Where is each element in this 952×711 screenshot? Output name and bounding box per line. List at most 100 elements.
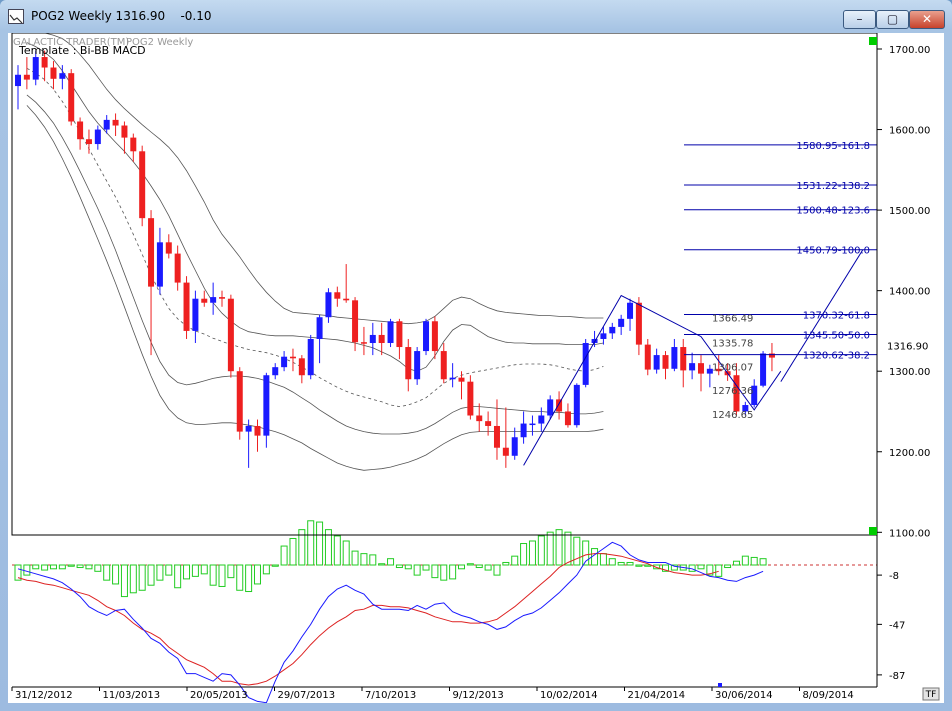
candle-body — [174, 253, 181, 283]
title-bar[interactable]: POG2 Weekly 1316.90 -0.10 – ▢ ✕ — [0, 0, 952, 34]
macd-histogram-bar — [23, 564, 31, 576]
macd-histogram-bar — [537, 535, 545, 566]
macd-histogram-bar — [165, 564, 173, 576]
candle-body — [627, 302, 634, 319]
macd-histogram-bar — [724, 564, 732, 569]
candle-body — [414, 351, 421, 380]
band-value-label: 1246.65 — [712, 410, 753, 421]
panel-marker-bottom[interactable] — [869, 527, 877, 535]
y-tick-label: 1400.00 — [889, 287, 930, 298]
macd-histogram-bar — [599, 553, 607, 566]
fib-level-label: 1320.62-38.2 — [803, 351, 870, 362]
candle-body — [352, 300, 359, 343]
candle-body — [307, 338, 314, 376]
macd-histogram-bar — [316, 521, 324, 566]
candle-body — [50, 67, 57, 79]
macd-histogram-bar — [245, 564, 253, 593]
macd-signal-line — [17, 553, 719, 686]
macd-histogram-bar — [76, 564, 84, 569]
candle-body — [68, 73, 75, 122]
candle-body — [423, 321, 430, 352]
chart-svg[interactable]: 1580.95-161.81531.22-138.21500.48-123.61… — [8, 33, 944, 703]
macd-histogram-bar — [271, 564, 279, 567]
macd-histogram-bar — [103, 564, 111, 581]
candle-body — [538, 415, 545, 424]
chart-area[interactable]: 1580.95-161.8 1531.22-138.2 1500.48-123.6 1… — [8, 33, 944, 703]
macd-histogram-bar — [750, 556, 758, 566]
timeframe-badge[interactable]: TF — [925, 690, 937, 700]
macd-histogram-bar — [493, 564, 501, 576]
macd-histogram-bar — [360, 553, 368, 566]
macd-histogram-bar — [120, 564, 128, 598]
candle-body — [582, 343, 589, 385]
x-tick-label: 31/12/2012 — [15, 690, 73, 701]
axes: 1700.00 1600.00 1500.00 1400.00 1300.00 1200.… — [11, 33, 940, 701]
minimize-icon: – — [856, 12, 863, 26]
chart-app-icon — [8, 9, 24, 24]
macd-histogram-bar — [138, 564, 146, 591]
x-tick-label: 30/06/2014 — [715, 690, 773, 701]
candle-body — [476, 415, 483, 422]
candle-body — [245, 425, 252, 432]
close-button[interactable]: ✕ — [909, 10, 945, 29]
macd-histogram-bar — [511, 555, 519, 566]
macd-histogram-bar — [573, 536, 581, 566]
candle-body — [387, 321, 394, 344]
fib-level-label: 1500.48-123.6 — [796, 206, 870, 217]
candle-body — [431, 321, 438, 352]
macd-histogram-bar — [378, 563, 386, 566]
candle-body — [15, 74, 21, 87]
fib-level-label: 1450.79-100.0 — [796, 246, 870, 257]
candle-body — [219, 297, 226, 299]
candle-body — [254, 425, 261, 436]
panel-marker-top[interactable] — [869, 37, 877, 45]
macd-histogram-bar — [458, 564, 465, 570]
timeframe-badge-box[interactable] — [922, 687, 940, 701]
candle-body — [485, 421, 492, 426]
y-tick-label: 1100.00 — [889, 528, 930, 539]
macd-histogram-bar — [732, 560, 740, 566]
candle-body — [600, 333, 607, 339]
candle-body — [671, 347, 678, 369]
candle-body — [511, 437, 518, 456]
x-tick-label: 11/03/2013 — [103, 690, 161, 701]
x-tick-label: 8/09/2014 — [803, 690, 854, 701]
x-tick-label: 29/07/2013 — [278, 690, 336, 701]
candle-body — [210, 297, 217, 303]
y-tick-label: 1700.00 — [889, 45, 930, 56]
macd-histogram-bar — [582, 540, 590, 566]
candle-body — [325, 292, 332, 318]
candle-body — [405, 347, 412, 380]
fib-level-label: 1580.95-161.8 — [796, 141, 870, 152]
macd-histogram-bar — [635, 564, 643, 567]
macd-histogram-bar — [147, 564, 155, 586]
macd-histogram-bar — [555, 529, 563, 566]
macd-histogram-bar — [67, 564, 75, 567]
macd-histogram-bar — [183, 564, 191, 580]
macd-histogram-bar — [58, 564, 66, 570]
macd-histogram-bar — [342, 540, 350, 566]
macd-histogram-bar — [528, 540, 536, 566]
macd-histogram-bar — [32, 564, 40, 570]
macd-histogram-bar — [608, 558, 616, 566]
macd-histogram-bar — [253, 564, 261, 585]
candle-body — [32, 57, 39, 80]
macd-histogram-bar — [333, 535, 341, 566]
brand-label: GALACTIC TRADER(TM) — [13, 37, 129, 48]
macd-histogram-bar — [156, 564, 164, 581]
last-price-label: 1316.90 — [887, 342, 928, 353]
candle-body — [316, 317, 323, 339]
minimize-button[interactable]: – — [843, 10, 876, 29]
bb-upper-inner — [26, 42, 604, 372]
macd-histogram-bar — [280, 545, 288, 566]
macd-histogram-bar — [741, 555, 749, 566]
maximize-button[interactable]: ▢ — [876, 10, 909, 29]
candle-body — [644, 344, 651, 370]
candle-body — [502, 447, 509, 456]
macd-histogram-bar — [484, 564, 492, 571]
macd-histogram-bar — [449, 564, 457, 580]
macd-histogram-bar — [431, 564, 439, 579]
candle-body — [236, 371, 243, 432]
macd-histogram-bar — [209, 564, 217, 586]
macd-histogram-bar — [644, 564, 652, 567]
